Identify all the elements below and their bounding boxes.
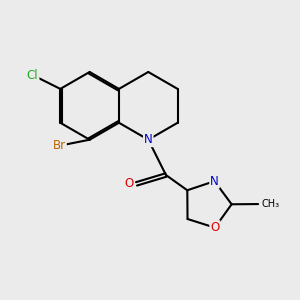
Text: CH₃: CH₃ [261, 199, 279, 209]
Text: N: N [210, 175, 219, 188]
Text: O: O [210, 221, 220, 234]
Text: N: N [144, 133, 153, 146]
Text: O: O [124, 177, 134, 190]
Text: Br: Br [53, 139, 66, 152]
Text: Cl: Cl [27, 69, 38, 82]
